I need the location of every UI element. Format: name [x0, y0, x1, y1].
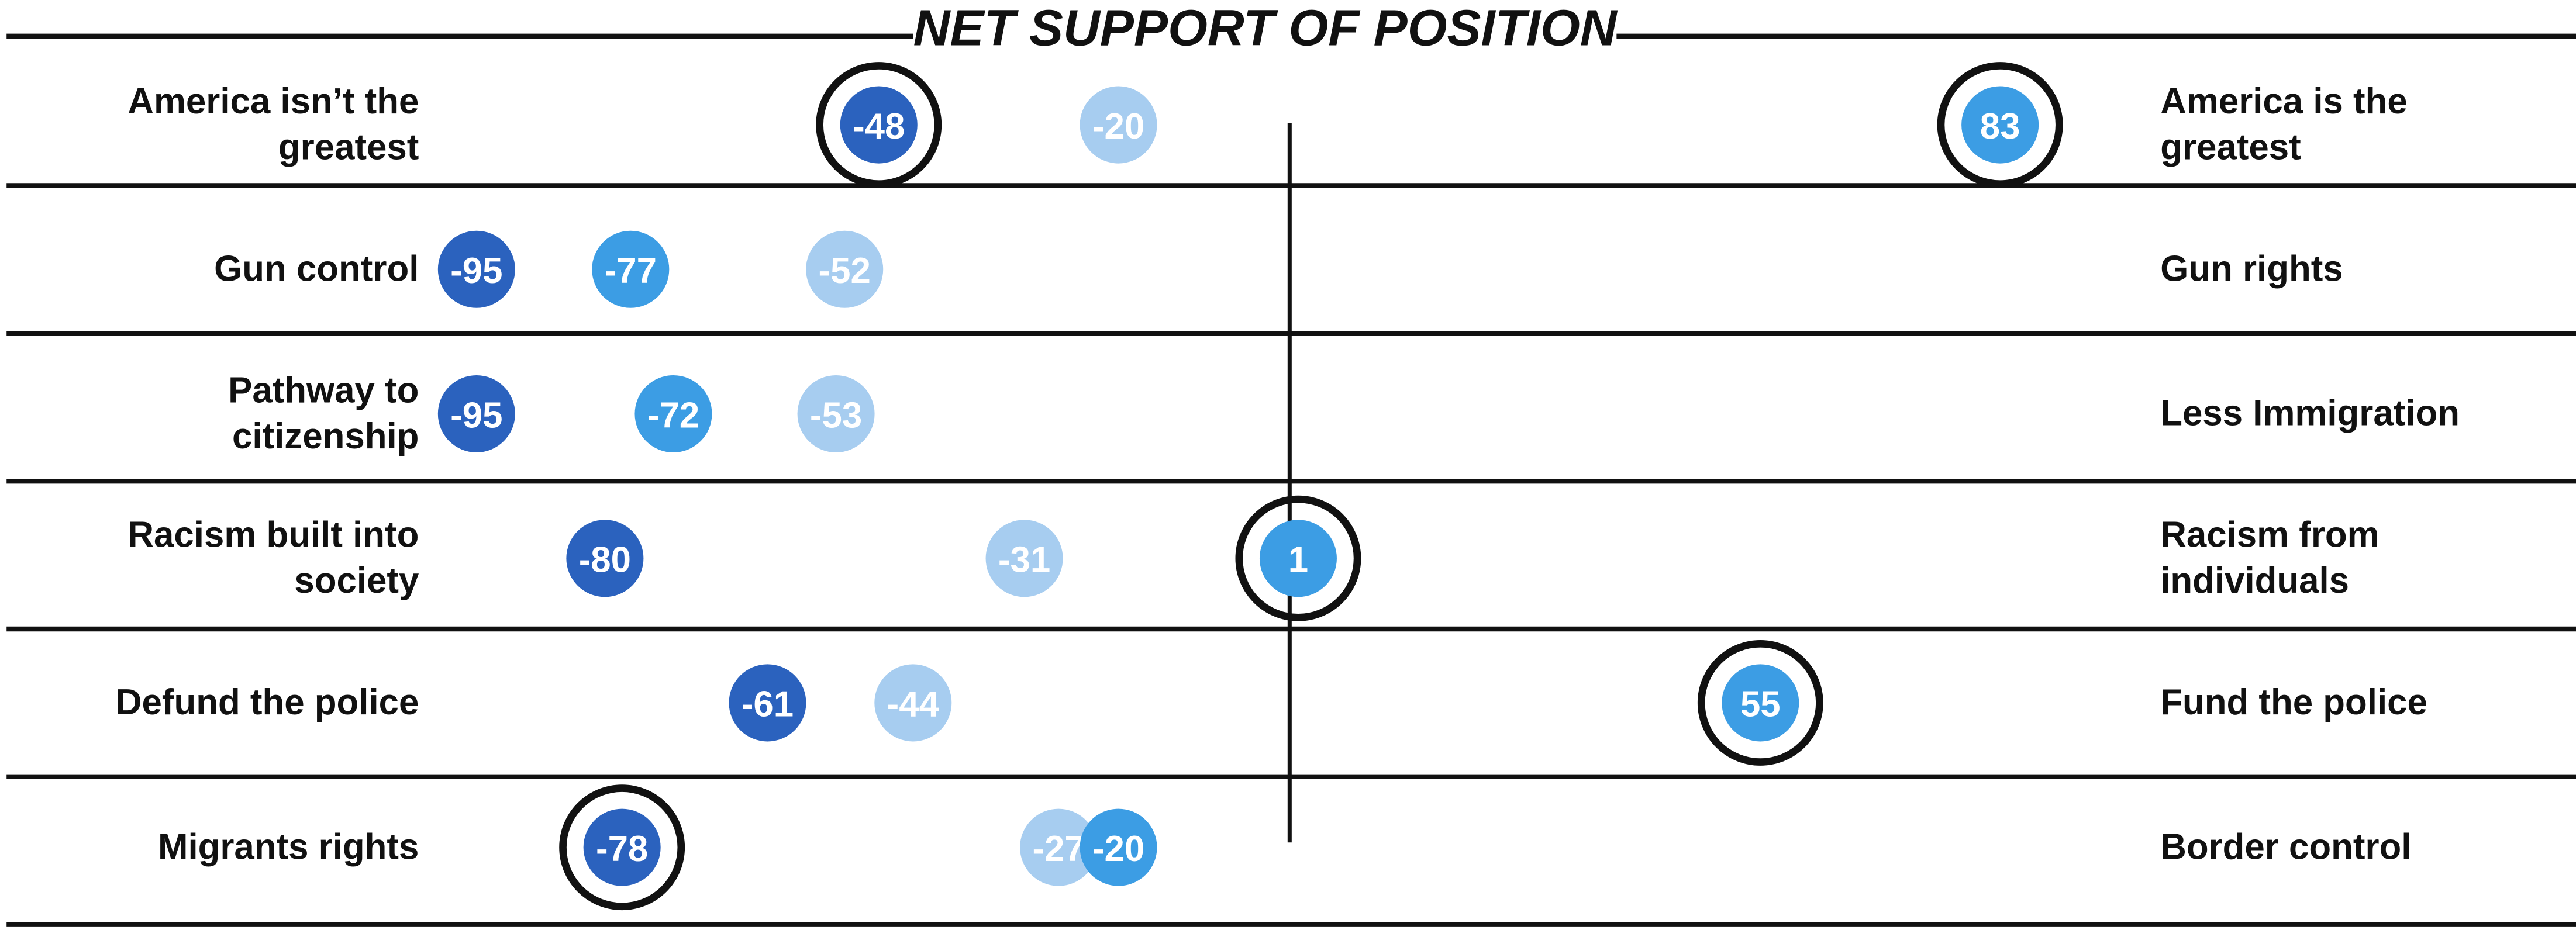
left-label: Gun control — [214, 248, 419, 289]
dot-label: 1 — [1288, 540, 1308, 580]
right-label: Gun rights — [2160, 248, 2343, 289]
dot — [985, 520, 1063, 597]
dot — [1722, 664, 1799, 742]
row-label: Racism built into society — [127, 514, 419, 601]
highlight-ring — [816, 62, 942, 188]
row-label: Pathway to citizenship — [228, 369, 419, 457]
dot — [797, 375, 875, 453]
row-label: America isn’t the greatest — [127, 80, 419, 168]
dot-label: -95 — [450, 251, 502, 291]
dot-label: -20 — [1092, 106, 1144, 147]
dot — [874, 664, 952, 742]
dot-label: -48 — [853, 106, 905, 147]
dot-label: -95 — [450, 395, 502, 435]
dot-label: -52 — [819, 251, 871, 291]
chart-title: NET SUPPORT OF POSITION — [913, 0, 1618, 56]
dot-label: -80 — [579, 540, 631, 580]
left-label: Racism built into society — [127, 514, 419, 601]
dot — [1080, 808, 1157, 886]
left-label: America isn’t the greatest — [127, 80, 419, 168]
dot — [1961, 86, 2039, 164]
right-label: Less Immigration — [2160, 392, 2460, 434]
highlight-ring — [1235, 495, 1361, 621]
dot — [583, 808, 661, 886]
highlight-ring — [1937, 62, 2063, 188]
dot — [566, 520, 644, 597]
row-label: Racism from individuals — [2160, 514, 2380, 601]
dot-label: -31 — [998, 540, 1050, 580]
right-label: America is the greatest — [2160, 80, 2408, 168]
dot — [634, 375, 712, 453]
dot-label: -44 — [887, 684, 940, 725]
dot — [806, 230, 884, 308]
dot-label: -78 — [596, 829, 648, 869]
dot — [1259, 520, 1337, 597]
right-label: Fund the police — [2160, 681, 2427, 723]
left-label: Migrants rights — [157, 826, 419, 867]
left-label: Defund the police — [115, 681, 419, 723]
row-label: America is the greatest — [2160, 80, 2408, 168]
dot-label: -27 — [1032, 829, 1084, 869]
row-label: Less Immigration — [2160, 392, 2460, 434]
left-label: Pathway to citizenship — [228, 369, 419, 457]
row-label: Defund the police — [115, 681, 419, 723]
dot — [437, 230, 515, 308]
row-label: Border control — [2160, 826, 2412, 867]
dot-label: -72 — [647, 395, 699, 435]
dot-label: -53 — [810, 395, 862, 435]
dot — [840, 86, 918, 164]
dot — [1080, 86, 1157, 164]
right-label: Racism from individuals — [2160, 514, 2380, 601]
highlight-ring — [1697, 639, 1823, 766]
row-label: Migrants rights — [157, 826, 419, 867]
dot-label: 83 — [1980, 106, 2020, 147]
dot-label: 55 — [1740, 684, 1781, 725]
right-label: Border control — [2160, 826, 2412, 867]
row-label: Gun control — [214, 248, 419, 289]
dot-label: -77 — [605, 251, 657, 291]
row-label: Gun rights — [2160, 248, 2343, 289]
highlight-ring — [559, 784, 685, 911]
dot — [592, 230, 670, 308]
dot — [437, 375, 515, 453]
dot — [729, 664, 806, 742]
dot-label: -20 — [1092, 829, 1144, 869]
dot-label: -61 — [742, 684, 794, 725]
dot — [1020, 808, 1098, 886]
row-label: Fund the police — [2160, 681, 2427, 723]
